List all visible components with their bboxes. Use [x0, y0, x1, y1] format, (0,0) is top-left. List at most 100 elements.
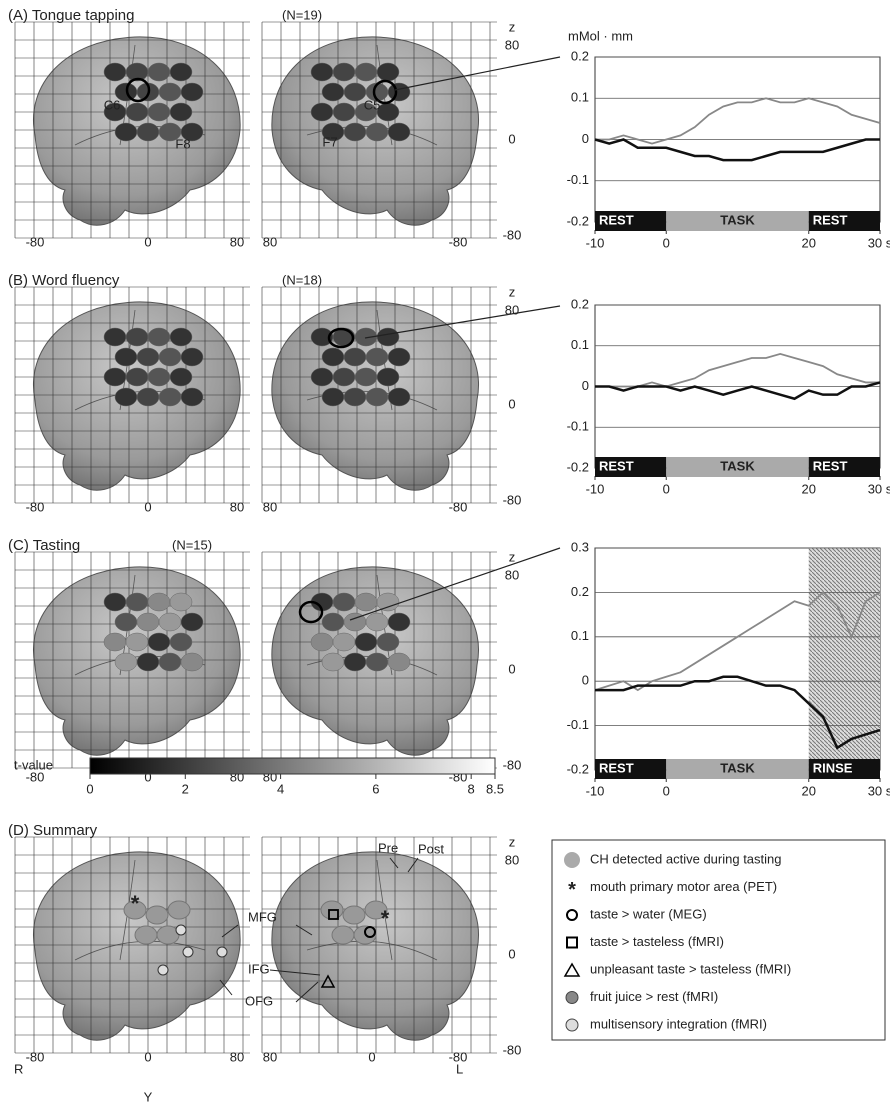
- channel: [115, 613, 137, 631]
- sample-size: (N=18): [282, 272, 322, 287]
- legend-label: taste > tasteless (fMRI): [590, 934, 724, 949]
- channel: [148, 633, 170, 651]
- channel: [311, 63, 333, 81]
- channel: [170, 328, 192, 346]
- channel: [168, 901, 190, 919]
- multisensory-marker: [176, 925, 186, 935]
- y-tick-label: -0.2: [567, 213, 589, 228]
- channel: [126, 633, 148, 651]
- z-tick-label: 80: [505, 852, 519, 867]
- channel: [159, 388, 181, 406]
- z-tick-label: 0: [508, 131, 515, 146]
- channel: [126, 328, 148, 346]
- channel: [388, 388, 410, 406]
- phase-label: TASK: [720, 760, 755, 775]
- brain-panel: [15, 287, 497, 503]
- channel: [344, 348, 366, 366]
- channel-label: F7: [322, 134, 337, 149]
- channel: [104, 63, 126, 81]
- x-tick-label: -10: [586, 783, 605, 798]
- phase-label: TASK: [720, 212, 755, 227]
- y-tick-label: 0.2: [571, 584, 589, 599]
- region-label: Pre: [378, 840, 398, 855]
- channel: [366, 123, 388, 141]
- x-tick-label: -80: [26, 1049, 45, 1064]
- channel: [322, 613, 344, 631]
- channel: [126, 593, 148, 611]
- phase-label: REST: [813, 212, 848, 227]
- channel: [104, 328, 126, 346]
- colorbar-tick-label: 4: [277, 781, 284, 796]
- multisensory-marker: [217, 947, 227, 957]
- channel: [115, 653, 137, 671]
- channel: [137, 388, 159, 406]
- channel: [159, 653, 181, 671]
- x-tick-label: -10: [586, 235, 605, 250]
- z-tick-label: -80: [503, 1042, 522, 1057]
- channel: [159, 613, 181, 631]
- line: [595, 354, 880, 387]
- z-label: z: [509, 284, 516, 299]
- channel: [148, 593, 170, 611]
- line: [595, 140, 880, 161]
- x-tick-label: 0: [144, 499, 151, 514]
- y-axis-letter: Y: [144, 1089, 153, 1104]
- channel-label: C5: [364, 97, 381, 112]
- y-tick-label: 0.2: [571, 296, 589, 311]
- channel: [322, 348, 344, 366]
- channel: [333, 593, 355, 611]
- channel: [311, 103, 333, 121]
- channel: [333, 368, 355, 386]
- z-tick-label: -80: [503, 492, 522, 507]
- y-tick-label: 0.1: [571, 337, 589, 352]
- channel: [170, 593, 192, 611]
- z-label: z: [509, 19, 516, 34]
- x-tick-label: -80: [26, 499, 45, 514]
- z-label: z: [509, 549, 516, 564]
- x-tick-label: 0: [663, 481, 670, 496]
- sample-size: (N=19): [282, 7, 322, 22]
- y-tick-label: -0.2: [567, 761, 589, 776]
- channel: [333, 103, 355, 121]
- channel: [137, 613, 159, 631]
- y-tick-label: 0: [582, 378, 589, 393]
- channel: [311, 633, 333, 651]
- channel: [135, 926, 157, 944]
- x-tick-label: 80: [230, 499, 244, 514]
- brain-panel: [15, 22, 497, 238]
- region-label: OFG: [245, 993, 273, 1008]
- channel: [148, 63, 170, 81]
- channel: [181, 613, 203, 631]
- channel: [355, 368, 377, 386]
- star-symbol: *: [381, 906, 390, 931]
- channel: [343, 906, 365, 924]
- x-tick-label: 80: [230, 234, 244, 249]
- channel: [388, 653, 410, 671]
- phase-label: REST: [813, 458, 848, 473]
- colorbar-tick-label: 2: [182, 781, 189, 796]
- y-tick-label: -0.2: [567, 459, 589, 474]
- panel-title: (D) Summary: [8, 822, 98, 839]
- channel: [388, 123, 410, 141]
- channel: [170, 368, 192, 386]
- channel: [146, 906, 168, 924]
- channel: [181, 388, 203, 406]
- channel: [322, 653, 344, 671]
- x-tick-label: 0: [663, 783, 670, 798]
- channel: [377, 368, 399, 386]
- brain-panel: [15, 552, 497, 768]
- channel: [333, 63, 355, 81]
- x-tick-label: 20: [802, 481, 816, 496]
- channel: [148, 368, 170, 386]
- x-tick-label: -10: [586, 481, 605, 496]
- x-tick-label: 30 s: [868, 783, 890, 798]
- channel: [366, 613, 388, 631]
- y-tick-label: -0.1: [567, 717, 589, 732]
- legend-label: CH detected active during tasting: [590, 851, 782, 866]
- channel: [377, 593, 399, 611]
- legend-label: mouth primary motor area (PET): [590, 879, 777, 894]
- channel: [366, 653, 388, 671]
- x-tick-label: 0: [144, 1049, 151, 1064]
- y-tick-label: 0.1: [571, 90, 589, 105]
- x-tick-label: 80: [230, 1049, 244, 1064]
